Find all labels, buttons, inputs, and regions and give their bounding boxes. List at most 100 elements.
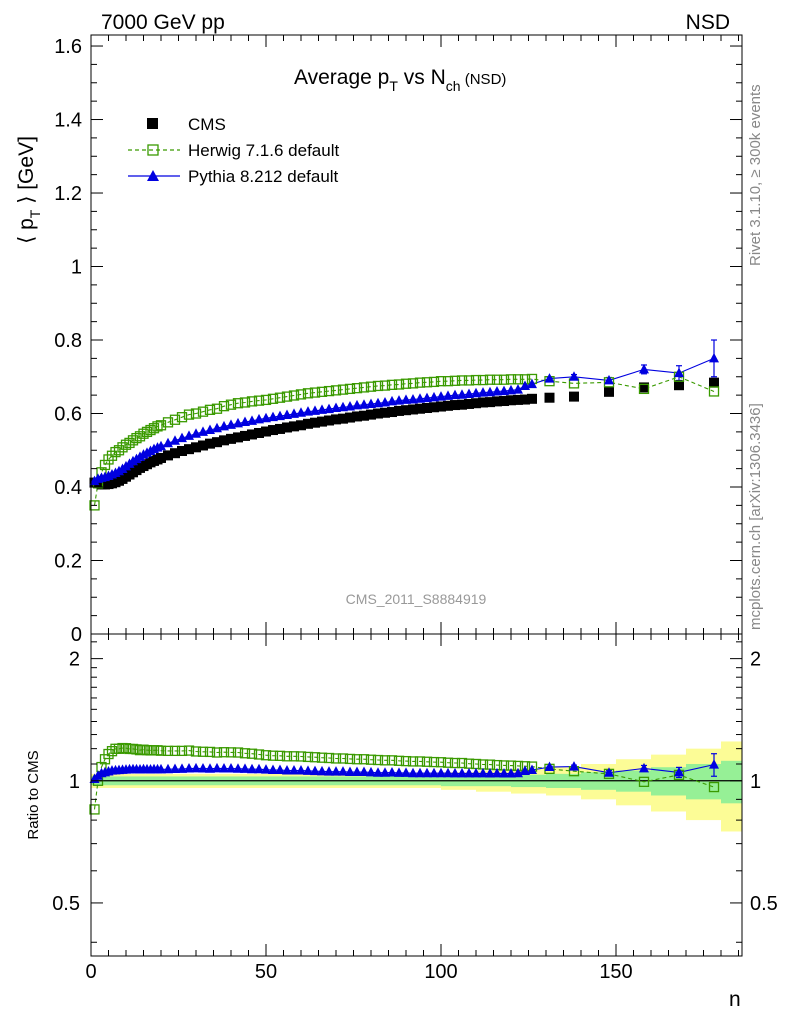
- herwig-ratio-point: [155, 745, 167, 756]
- pythia-point: [387, 395, 397, 406]
- beam-label: 7000 GeV pp: [101, 11, 225, 34]
- herwig-point: [421, 377, 433, 388]
- pythia-point: [544, 373, 555, 383]
- herwig-ratio-point: [337, 753, 349, 764]
- cms-point: [373, 408, 383, 419]
- pythia-ratio-point: [457, 767, 467, 778]
- cms-point: [240, 430, 250, 441]
- herwig-ratio-point: [400, 755, 412, 767]
- herwig-ratio-point: [176, 745, 188, 757]
- herwig-point: [155, 420, 167, 431]
- pythia-point: [394, 395, 404, 405]
- herwig-ratio-point: [386, 755, 398, 766]
- pythia-ratio-point: [544, 761, 555, 772]
- herwig-point: [442, 376, 454, 387]
- cms-point: [254, 427, 264, 438]
- pythia-point: [282, 409, 292, 419]
- herwig-point: [99, 459, 111, 471]
- cms-point: [401, 405, 411, 416]
- pythia-point: [499, 385, 509, 396]
- herwig-ratio-point: [103, 748, 114, 760]
- herwig-point: [435, 376, 447, 387]
- pythia-point: [352, 399, 362, 410]
- herwig-ratio-point: [162, 745, 174, 757]
- pythia-ratio-point: [394, 767, 404, 777]
- pythia-point: [429, 391, 439, 402]
- herwig-ratio-point: [204, 746, 216, 758]
- pythia-ratio-point: [184, 763, 194, 773]
- pythia-ratio-point: [303, 765, 313, 775]
- cms-point: [275, 423, 285, 434]
- pythia-point: [261, 412, 271, 423]
- herwig-ratio-point: [421, 756, 433, 767]
- herwig-ratio-point: [302, 751, 314, 763]
- pythia-point: [513, 384, 523, 394]
- pythia-point: [506, 384, 516, 395]
- herwig-point: [407, 378, 419, 389]
- pythia-point: [485, 386, 495, 397]
- herwig-point: [89, 500, 100, 511]
- cms-point: [450, 400, 460, 411]
- herwig-point: [246, 396, 258, 407]
- herwig-ratio-point: [358, 754, 370, 765]
- ratio-bands: [91, 741, 742, 832]
- herwig-point: [512, 374, 524, 385]
- herwig-point: [449, 375, 461, 386]
- pythia-ratio-point: [401, 767, 411, 777]
- pythia-ratio-point: [352, 766, 362, 777]
- herwig-point: [386, 379, 398, 390]
- cms-point: [261, 426, 271, 437]
- herwig-ratio-point: [211, 747, 223, 758]
- herwig-ratio-point: [197, 746, 209, 757]
- herwig-ratio-point: [295, 751, 307, 762]
- pythia-ratio-point: [443, 767, 453, 778]
- pythia-ratio-point: [345, 766, 355, 777]
- cms-point: [639, 382, 649, 393]
- herwig-ratio-point: [344, 753, 356, 765]
- herwig-point: [302, 388, 314, 399]
- pythia-point: [457, 389, 467, 399]
- cms-point: [212, 437, 222, 448]
- pythia-point: [163, 437, 173, 448]
- herwig-point: [351, 383, 363, 394]
- herwig-ratio-point: [225, 747, 237, 758]
- pythia-ratio-point: [674, 766, 684, 777]
- herwig-point: [379, 380, 391, 391]
- herwig-point: [218, 401, 230, 412]
- rivet-label: Rivet 3.1.10, ≥ 300k events: [747, 84, 764, 266]
- cms-point: [233, 432, 243, 443]
- pythia-ratio-point: [422, 767, 432, 778]
- pythia-point: [415, 393, 425, 403]
- ratio-y-tick-label: 2: [69, 649, 80, 671]
- pythia-ratio-point: [506, 768, 516, 778]
- pythia-point: [709, 352, 719, 363]
- herwig-ratio-point: [316, 752, 328, 763]
- herwig-ratio-point: [260, 750, 272, 761]
- pythia-ratio-point: [170, 763, 180, 774]
- herwig-ratio-point: [169, 745, 181, 757]
- y-tick-label: 1.6: [54, 36, 82, 58]
- legend: CMS Herwig 7.1.6 default Pythia 8.212 de…: [128, 115, 339, 186]
- legend-herwig-marker: [147, 144, 159, 156]
- pythia-ratio-point: [380, 767, 390, 777]
- x-axis-label: n: [729, 988, 741, 1011]
- cms-point: [674, 380, 684, 391]
- pythia-point: [324, 403, 334, 414]
- cms-point: [408, 404, 418, 415]
- pythia-ratio-point: [569, 761, 579, 771]
- pythia-ratio-point: [464, 767, 474, 778]
- herwig-point: [239, 397, 251, 408]
- herwig-point: [463, 375, 475, 386]
- cms-point: [394, 405, 404, 416]
- herwig-point: [162, 417, 174, 428]
- pythia-point: [303, 406, 313, 416]
- herwig-ratio-point: [239, 748, 251, 759]
- pythia-point: [317, 404, 327, 414]
- pythia-point: [401, 394, 411, 404]
- y-tick-label: 1.2: [54, 183, 82, 205]
- cms-point: [226, 433, 236, 444]
- cms-point: [604, 386, 614, 397]
- herwig-point: [309, 387, 321, 398]
- cms-point: [415, 403, 425, 414]
